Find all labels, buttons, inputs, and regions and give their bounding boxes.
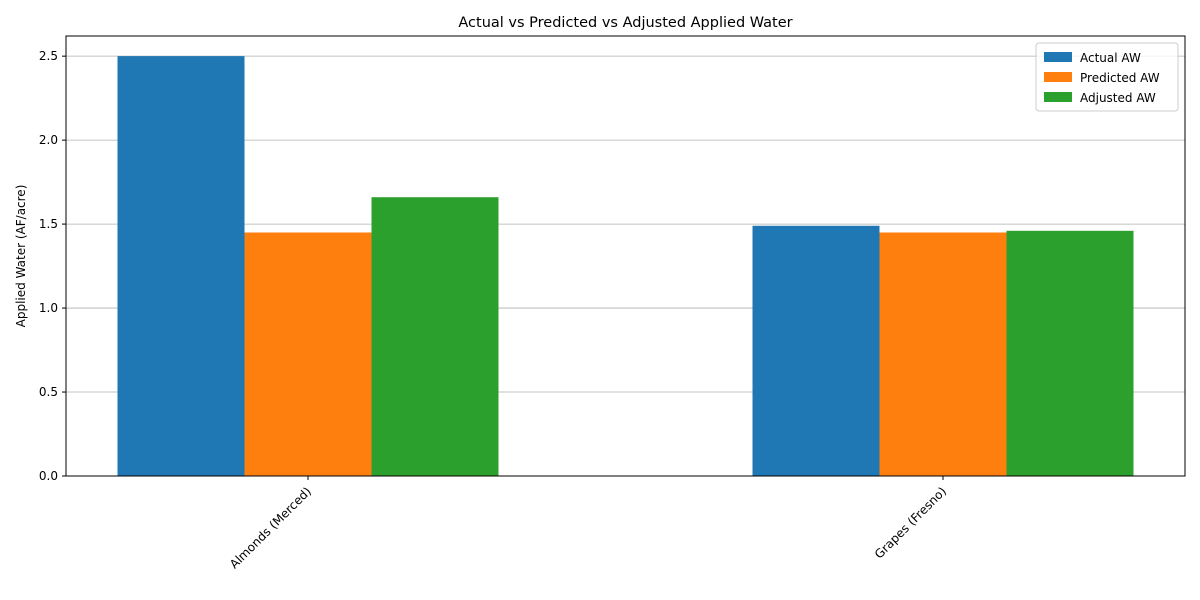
bar-adjusted-aw-0 [371, 197, 499, 476]
y-tick-label: 2.0 [39, 133, 58, 147]
bars [117, 56, 1134, 476]
y-axis-title: Applied Water (AF/acre) [14, 185, 28, 328]
y-axis-ticks: 0.0 0.5 1.0 1.5 2.0 2.5 [39, 49, 66, 483]
legend: Actual AW Predicted AW Adjusted AW [1035, 42, 1179, 112]
bar-actual-aw-1 [752, 225, 880, 476]
legend-label: Adjusted AW [1080, 91, 1156, 105]
plot-frame [65, 35, 1186, 477]
legend-swatch [1044, 92, 1072, 102]
y-tick-label: 1.0 [39, 301, 58, 315]
bar-predicted-aw-1 [879, 232, 1007, 476]
x-tick-label: Almonds (Merced) [227, 484, 314, 571]
legend-label: Predicted AW [1080, 71, 1160, 85]
bar-actual-aw-0 [117, 56, 245, 476]
bar-predicted-aw-0 [244, 232, 372, 476]
y-tick-label: 0.5 [39, 385, 58, 399]
legend-swatch [1044, 52, 1072, 62]
chart-title: Actual vs Predicted vs Adjusted Applied … [458, 15, 792, 31]
legend-label: Actual AW [1080, 51, 1141, 65]
y-tick-label: 1.5 [39, 217, 58, 231]
bar-adjusted-aw-1 [1006, 230, 1134, 476]
x-tick-label: Grapes (Fresno) [872, 484, 949, 561]
x-axis-ticks: Almonds (Merced) Grapes (Fresno) [227, 476, 949, 571]
legend-swatch [1044, 72, 1072, 82]
y-tick-label: 2.5 [39, 49, 58, 63]
y-tick-label: 0.0 [39, 469, 58, 483]
